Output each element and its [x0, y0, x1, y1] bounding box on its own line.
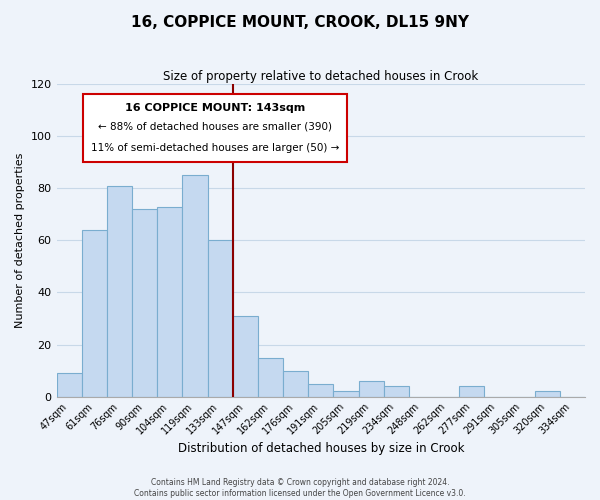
Text: 16 COPPICE MOUNT: 143sqm: 16 COPPICE MOUNT: 143sqm: [125, 103, 305, 113]
Bar: [308, 384, 334, 396]
Bar: [208, 240, 233, 396]
Text: 16, COPPICE MOUNT, CROOK, DL15 9NY: 16, COPPICE MOUNT, CROOK, DL15 9NY: [131, 15, 469, 30]
Bar: [258, 358, 283, 397]
Bar: [283, 370, 308, 396]
Title: Size of property relative to detached houses in Crook: Size of property relative to detached ho…: [163, 70, 478, 83]
Bar: [383, 386, 409, 396]
Bar: [82, 230, 107, 396]
Text: Contains HM Land Registry data © Crown copyright and database right 2024.
Contai: Contains HM Land Registry data © Crown c…: [134, 478, 466, 498]
Bar: [535, 392, 560, 396]
Bar: [107, 186, 132, 396]
Text: 11% of semi-detached houses are larger (50) →: 11% of semi-detached houses are larger (…: [91, 143, 339, 153]
Bar: [132, 209, 157, 396]
Bar: [334, 392, 359, 396]
Bar: [157, 206, 182, 396]
Y-axis label: Number of detached properties: Number of detached properties: [15, 152, 25, 328]
Bar: [459, 386, 484, 396]
X-axis label: Distribution of detached houses by size in Crook: Distribution of detached houses by size …: [178, 442, 464, 455]
Bar: [233, 316, 258, 396]
Bar: [359, 381, 383, 396]
Text: ← 88% of detached houses are smaller (390): ← 88% of detached houses are smaller (39…: [98, 121, 332, 131]
Bar: [182, 176, 208, 396]
FancyBboxPatch shape: [83, 94, 347, 162]
Bar: [56, 373, 82, 396]
